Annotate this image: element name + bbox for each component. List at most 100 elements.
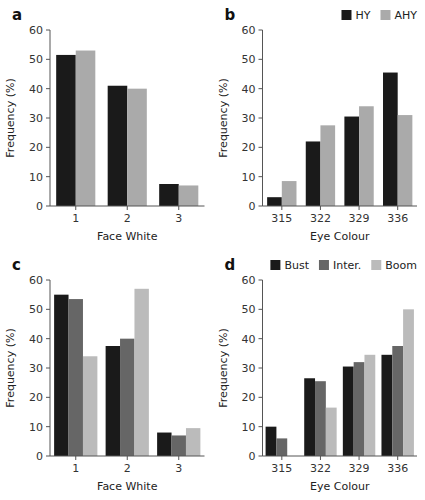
y-axis-label: Frequency (%) bbox=[217, 328, 230, 407]
legend-swatch bbox=[270, 260, 280, 270]
bar bbox=[186, 428, 200, 456]
y-tick bbox=[259, 88, 263, 89]
y-tick-label: 40 bbox=[29, 83, 43, 96]
x-tick bbox=[397, 456, 398, 460]
y-tick bbox=[259, 309, 263, 310]
x-tick-label: 329 bbox=[349, 462, 370, 475]
panel: 0102030405060315322329336Eye ColourFrequ… bbox=[217, 6, 418, 243]
y-axis bbox=[50, 30, 51, 206]
y-axis bbox=[262, 30, 263, 206]
figure: 0102030405060123Face WhiteFrequency (%)a… bbox=[0, 0, 425, 500]
panel-label: c bbox=[12, 256, 21, 274]
bar bbox=[69, 299, 83, 456]
bar bbox=[157, 433, 171, 456]
y-tick bbox=[46, 30, 50, 31]
x-axis-label: Eye Colour bbox=[310, 480, 370, 493]
x-tick bbox=[359, 206, 360, 210]
y-axis-label: Frequency (%) bbox=[4, 78, 17, 157]
y-tick bbox=[259, 30, 263, 31]
y-tick-label: 0 bbox=[36, 450, 43, 463]
legend-label: Bust bbox=[284, 259, 309, 272]
y-tick bbox=[46, 88, 50, 89]
bar bbox=[381, 355, 392, 456]
x-tick-label: 2 bbox=[124, 212, 131, 225]
x-tick-label: 336 bbox=[387, 212, 408, 225]
bar bbox=[392, 346, 403, 456]
y-tick-label: 60 bbox=[242, 274, 256, 287]
y-tick-label: 30 bbox=[29, 362, 43, 375]
bar bbox=[364, 355, 375, 456]
y-tick-label: 10 bbox=[29, 421, 43, 434]
legend-swatch bbox=[371, 260, 381, 270]
x-tick bbox=[127, 456, 128, 460]
y-tick bbox=[46, 368, 50, 369]
bar bbox=[398, 115, 413, 206]
y-tick-label: 60 bbox=[29, 24, 43, 37]
y-tick bbox=[46, 338, 50, 339]
bar bbox=[83, 356, 97, 456]
bar bbox=[343, 367, 354, 456]
x-tick-label: 336 bbox=[387, 462, 408, 475]
x-axis bbox=[50, 456, 205, 457]
y-tick-label: 0 bbox=[249, 450, 256, 463]
y-tick-label: 60 bbox=[29, 274, 43, 287]
y-tick-label: 50 bbox=[29, 303, 43, 316]
x-axis bbox=[50, 206, 205, 207]
panel: 0102030405060123Face WhiteFrequency (%)a bbox=[4, 6, 205, 243]
x-tick bbox=[281, 206, 282, 210]
x-tick-label: 315 bbox=[271, 462, 292, 475]
y-tick-label: 40 bbox=[29, 333, 43, 346]
bar bbox=[159, 184, 179, 206]
bar bbox=[306, 141, 321, 206]
y-tick-label: 0 bbox=[36, 200, 43, 213]
x-tick-label: 3 bbox=[175, 462, 182, 475]
y-tick-label: 30 bbox=[242, 362, 256, 375]
bars bbox=[267, 73, 412, 206]
y-tick-label: 30 bbox=[242, 112, 256, 125]
y-axis bbox=[50, 280, 51, 456]
bar bbox=[359, 106, 374, 206]
y-tick bbox=[259, 280, 263, 281]
x-tick bbox=[75, 206, 76, 210]
y-tick-label: 10 bbox=[242, 421, 256, 434]
y-tick bbox=[46, 426, 50, 427]
x-tick-label: 3 bbox=[175, 212, 182, 225]
bars bbox=[54, 289, 200, 456]
y-tick bbox=[259, 456, 263, 457]
bar bbox=[120, 339, 134, 456]
bar bbox=[54, 295, 68, 456]
bar bbox=[354, 362, 365, 456]
background bbox=[0, 0, 425, 500]
bar bbox=[304, 378, 315, 456]
y-tick-label: 50 bbox=[242, 53, 256, 66]
y-tick bbox=[46, 397, 50, 398]
y-tick-label: 40 bbox=[242, 333, 256, 346]
bar bbox=[56, 55, 76, 206]
y-tick-label: 20 bbox=[29, 391, 43, 404]
legend-label: AHY bbox=[394, 9, 417, 22]
x-tick bbox=[320, 206, 321, 210]
y-tick-label: 60 bbox=[242, 24, 256, 37]
legend: HYAHY bbox=[341, 9, 417, 22]
y-tick bbox=[46, 176, 50, 177]
bar bbox=[172, 435, 186, 456]
bar bbox=[403, 309, 414, 456]
y-tick-label: 20 bbox=[242, 141, 256, 154]
bar bbox=[266, 427, 277, 456]
bar bbox=[134, 289, 148, 456]
bar bbox=[76, 51, 96, 206]
x-tick bbox=[320, 456, 321, 460]
panel-label: a bbox=[12, 6, 22, 24]
bar bbox=[276, 438, 287, 456]
x-axis-label: Face White bbox=[97, 230, 158, 243]
bars bbox=[266, 309, 414, 456]
x-tick bbox=[127, 206, 128, 210]
x-tick bbox=[397, 206, 398, 210]
y-tick-label: 20 bbox=[242, 391, 256, 404]
x-axis-label: Face White bbox=[97, 480, 158, 493]
y-tick-label: 50 bbox=[29, 53, 43, 66]
bars bbox=[56, 51, 198, 206]
y-tick bbox=[46, 456, 50, 457]
y-tick bbox=[46, 309, 50, 310]
bar bbox=[326, 408, 337, 456]
